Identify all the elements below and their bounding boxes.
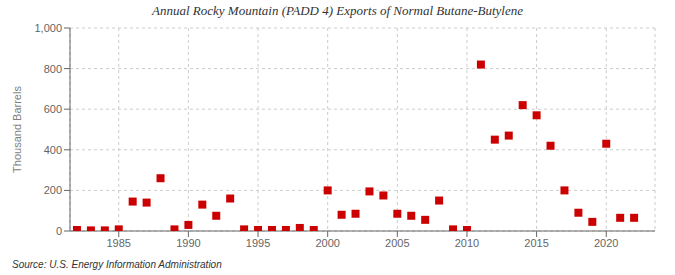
svg-text:800: 800 — [44, 63, 62, 75]
svg-text:1,000: 1,000 — [34, 22, 62, 34]
svg-text:Thousand Barrels: Thousand Barrels — [11, 86, 23, 173]
html-text:Annual Rocky Mountain (PADD 4): Annual Rocky Mountain (PADD 4) Exports o… — [152, 3, 523, 18]
svg-text:1990: 1990 — [176, 237, 200, 249]
svg-text:600: 600 — [44, 103, 62, 115]
svg-text:0: 0 — [56, 225, 62, 237]
svg-text:2020: 2020 — [594, 237, 618, 249]
svg-text:2000: 2000 — [315, 237, 339, 249]
svg-text:1995: 1995 — [246, 237, 270, 249]
svg-text:1985: 1985 — [107, 237, 131, 249]
svg-text:2005: 2005 — [385, 237, 409, 249]
html-text:Source: U.S. Energy Informatio: Source: U.S. Energy Information Administ… — [12, 259, 222, 270]
svg-text:2010: 2010 — [455, 237, 479, 249]
svg-text:200: 200 — [44, 184, 62, 196]
svg-text:400: 400 — [44, 144, 62, 156]
svg-text:2015: 2015 — [524, 237, 548, 249]
